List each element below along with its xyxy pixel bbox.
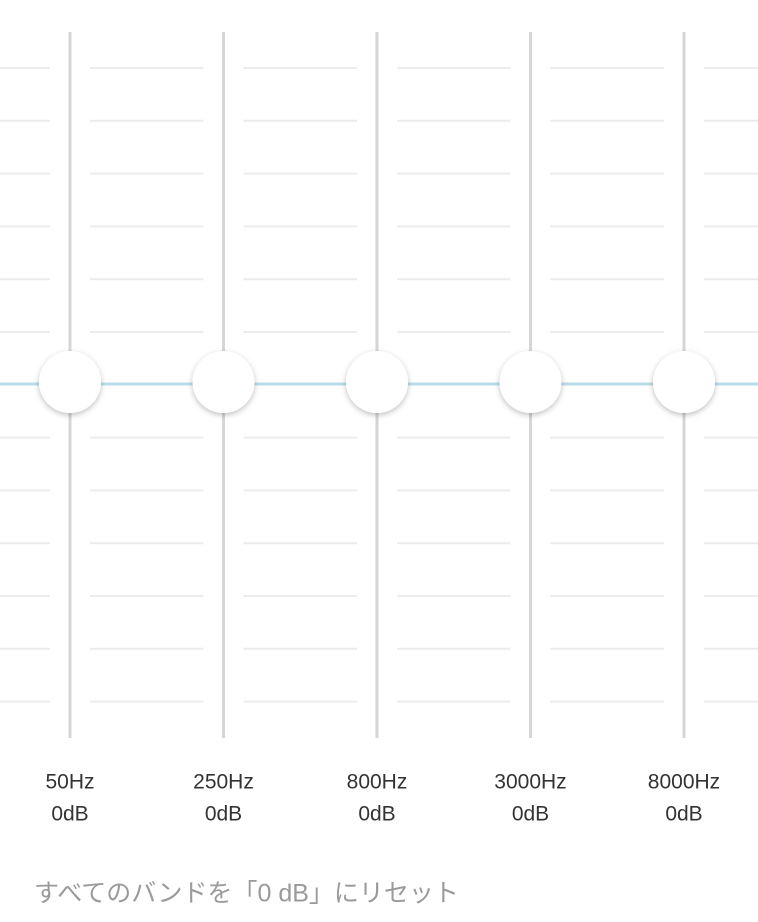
gain-label: 0dB <box>665 803 702 826</box>
frequency-label: 8000Hz <box>648 771 720 794</box>
slider-knob[interactable] <box>192 351 255 413</box>
gain-label: 0dB <box>358 803 395 826</box>
slider-knob[interactable] <box>346 351 408 413</box>
grid <box>0 67 758 703</box>
frequency-label: 3000Hz <box>494 771 566 794</box>
frequency-label: 250Hz <box>193 771 254 794</box>
frequency-label: 50Hz <box>45 771 94 794</box>
slider-knob[interactable] <box>499 351 562 413</box>
slider-knob[interactable] <box>653 351 715 413</box>
reset-button[interactable]: すべてのバンドを「0 dB」にリセット <box>34 880 459 908</box>
gain-label: 0dB <box>512 803 549 826</box>
slider-knob[interactable] <box>39 351 101 413</box>
gain-label: 0dB <box>205 803 242 826</box>
frequency-label: 800Hz <box>347 771 408 794</box>
gain-label: 0dB <box>51 803 88 826</box>
bands: 50Hz 0dB 250Hz 0dB 800Hz 0dB 3000Hz 0dB 8000Hz 0d… <box>39 32 720 826</box>
